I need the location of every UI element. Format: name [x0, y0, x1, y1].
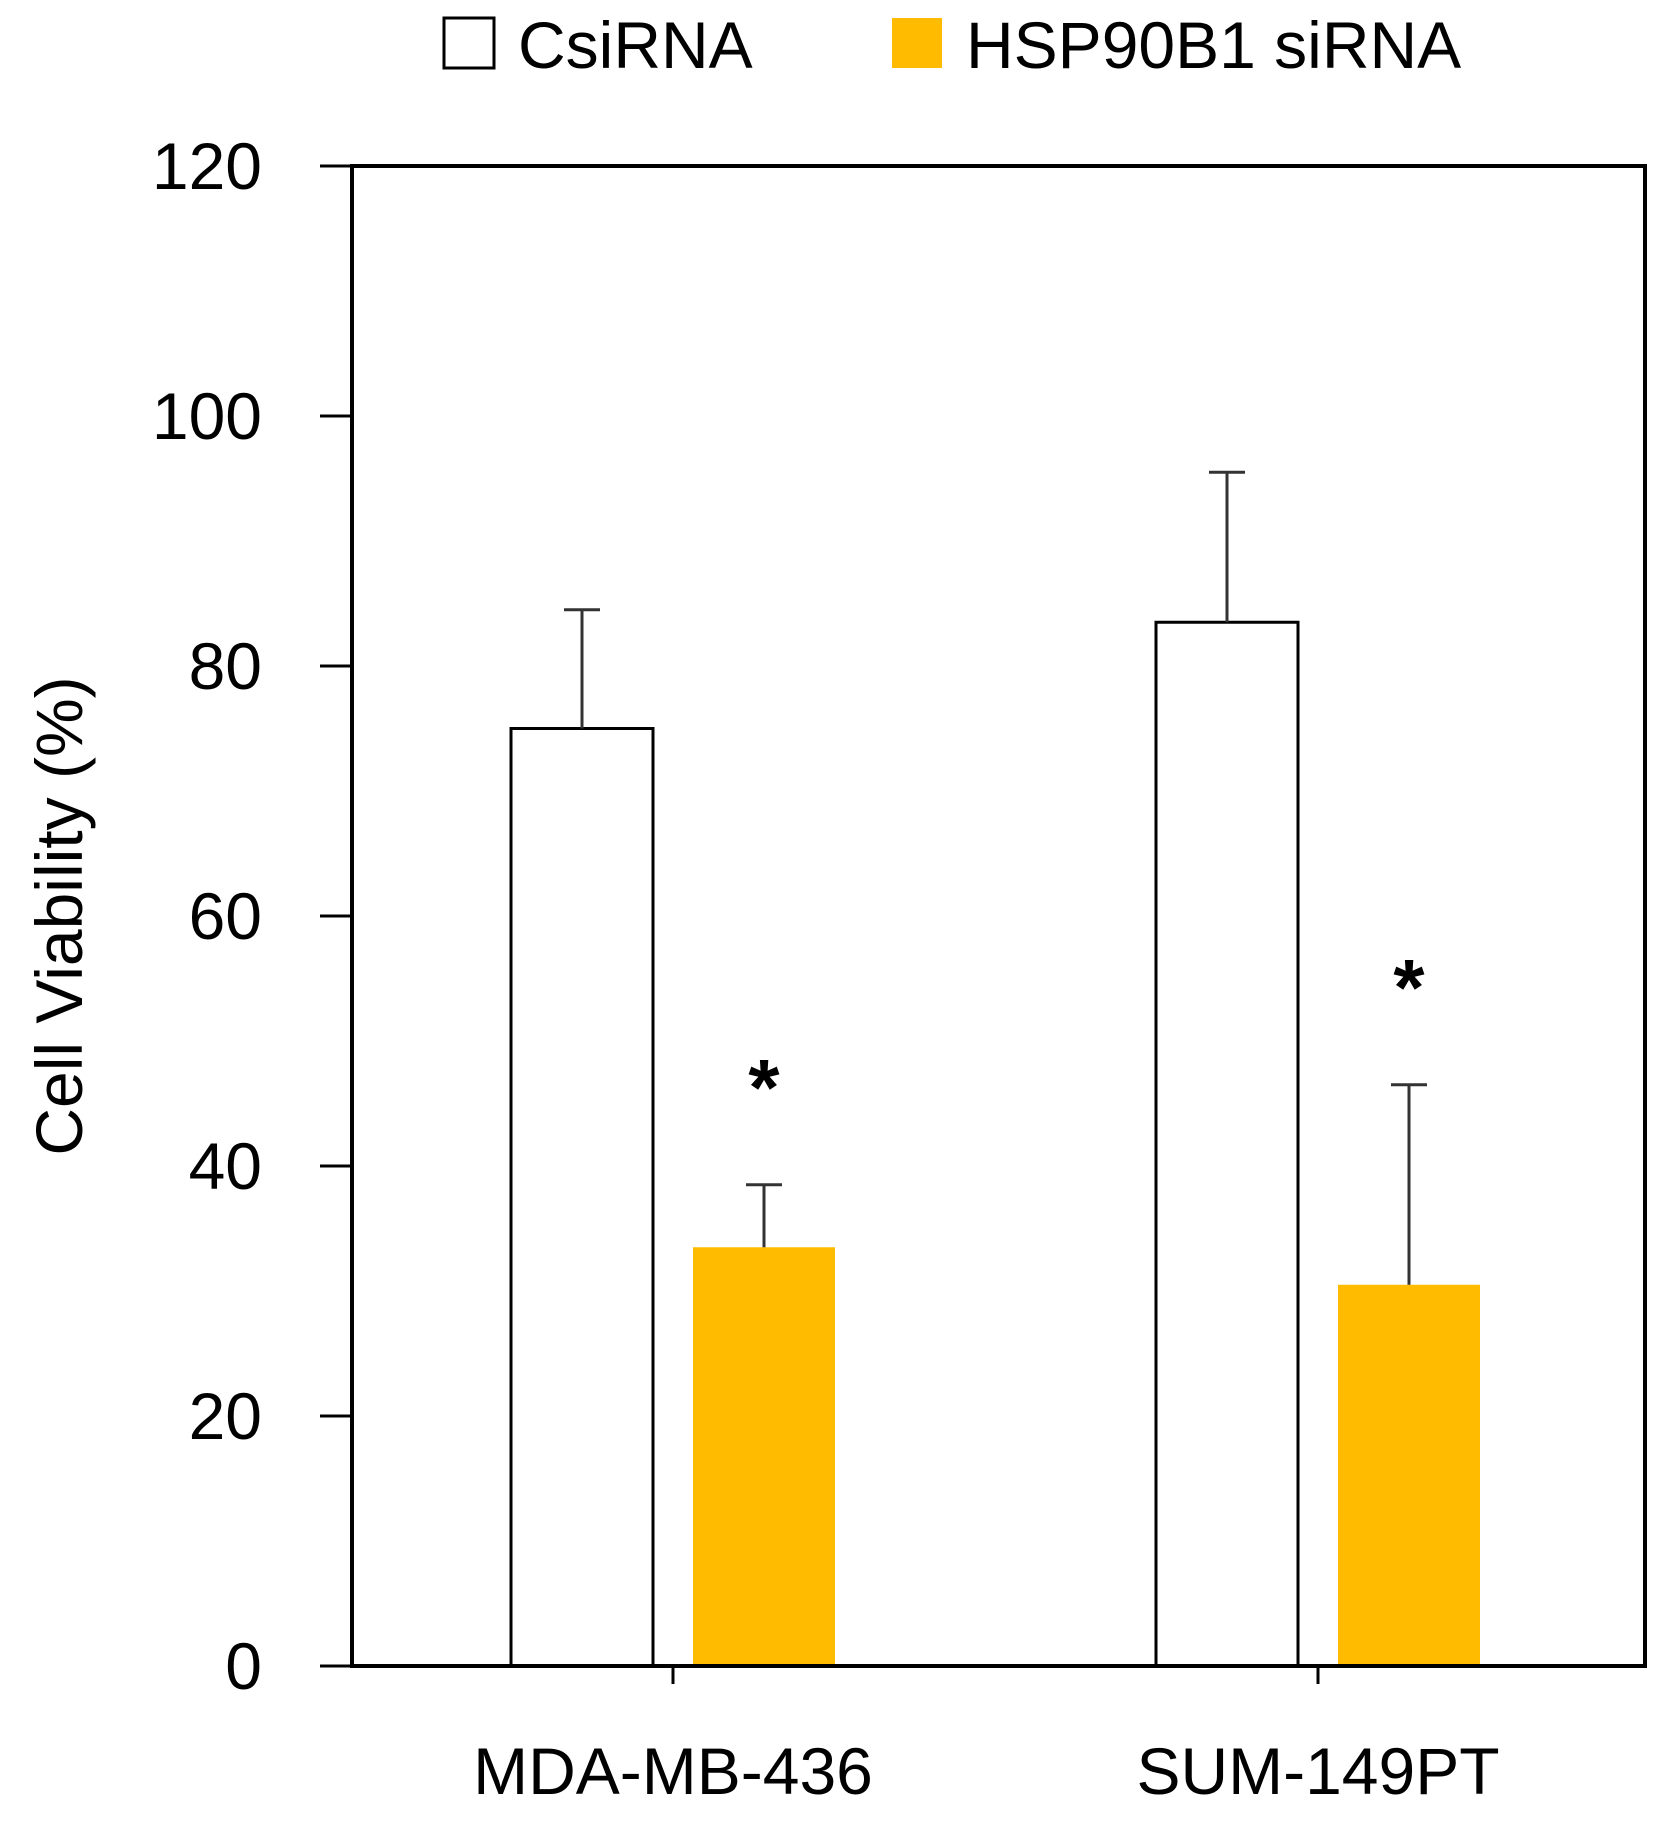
bar-hsp90b1-sirna-sum-149pt: [1338, 1284, 1480, 1666]
bar-csirna-mda-mb-436: [509, 727, 655, 1668]
significance-marker: *: [1393, 943, 1425, 1032]
plot-area-frame: [350, 164, 1647, 1668]
significance-marker: *: [748, 1043, 780, 1132]
y-tick-label: 100: [152, 379, 262, 453]
y-tick-label: 80: [189, 629, 262, 703]
legend-label: HSP90B1 siRNA: [966, 8, 1461, 82]
bar-csirna-sum-149pt: [1154, 620, 1300, 1668]
y-tick-label: 60: [189, 879, 262, 953]
bar-hsp90b1-sirna-mda-mb-436: [693, 1247, 835, 1666]
y-axis-label: Cell Viability (%): [22, 676, 96, 1155]
x-category-label: SUM-149PT: [1136, 1734, 1499, 1808]
x-axis: MDA-MB-436 SUM-149PT: [473, 1666, 1500, 1808]
legend: CsiRNA HSP90B1 siRNA: [442, 8, 1461, 82]
y-axis: 0 20 40 60 80 100 120: [152, 129, 352, 1703]
x-category-label: MDA-MB-436: [473, 1734, 873, 1808]
legend-swatch: [442, 16, 496, 70]
y-tick-label: 120: [152, 129, 262, 203]
bars: **: [509, 470, 1480, 1668]
legend-label: CsiRNA: [518, 8, 753, 82]
legend-swatch: [892, 18, 942, 68]
y-tick-label: 0: [225, 1629, 262, 1703]
y-tick-label: 40: [189, 1129, 262, 1203]
y-tick-label: 20: [189, 1379, 262, 1453]
